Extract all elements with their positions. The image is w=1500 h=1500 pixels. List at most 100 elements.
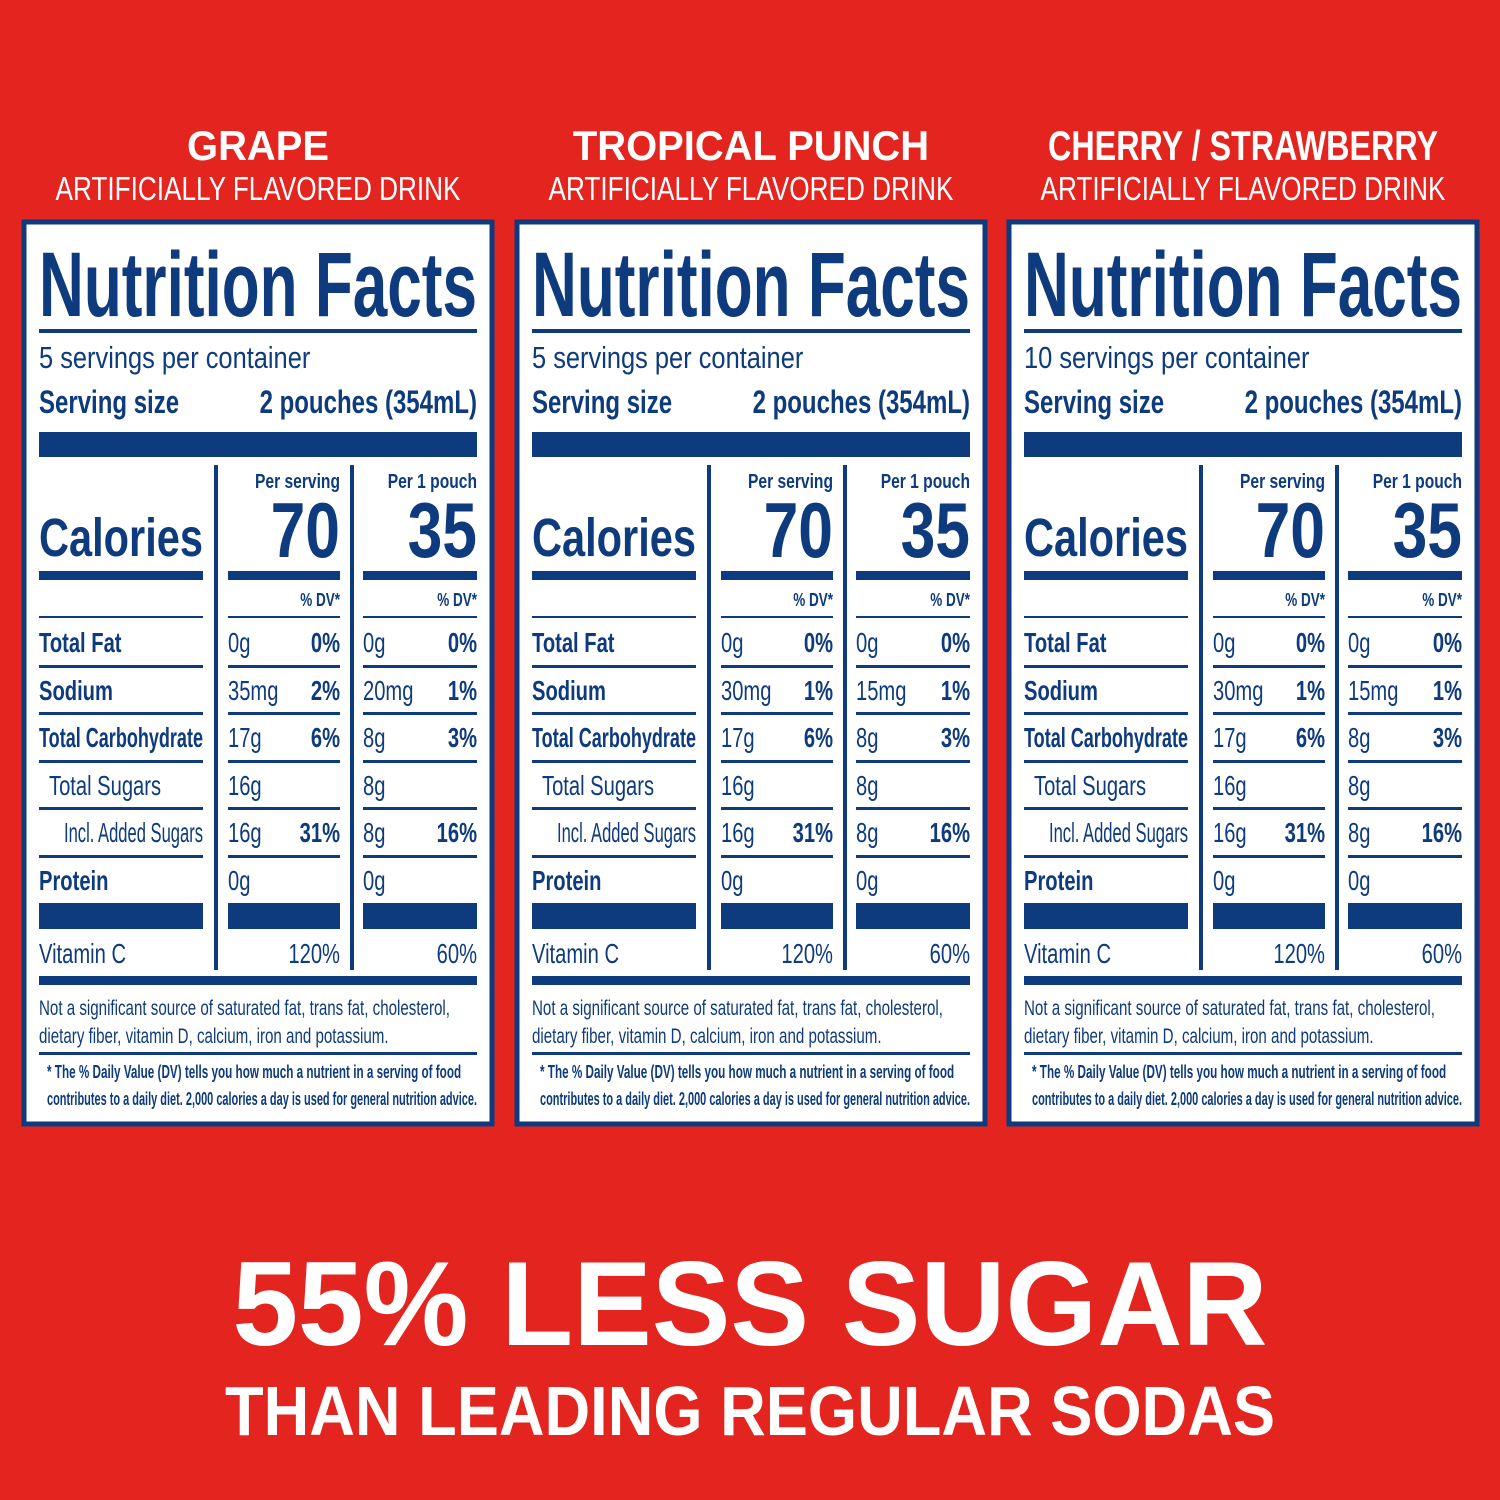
serving-size: 2 pouches (354mL) xyxy=(1245,384,1462,420)
daily-value: 1% xyxy=(941,675,970,706)
flavor-subtitle: ARTIFICIALLY FLAVORED DRINK xyxy=(1041,170,1446,207)
amount: 16g xyxy=(721,770,755,801)
column-header: Per serving xyxy=(1240,471,1325,493)
daily-value: 0% xyxy=(448,627,477,658)
rule xyxy=(1213,665,1325,668)
amount: 8g xyxy=(1348,722,1370,753)
thick-rule xyxy=(532,432,970,457)
amount: 17g xyxy=(1213,722,1247,753)
headline: 55% LESS SUGAR xyxy=(233,1237,1268,1371)
thick-rule xyxy=(532,976,970,985)
rule xyxy=(532,855,696,858)
amount: 17g xyxy=(228,722,262,753)
amount: 0g xyxy=(1213,627,1235,658)
note: Not a significant source of saturated fa… xyxy=(532,997,943,1020)
daily-value: 60% xyxy=(930,938,970,969)
note: dietary fiber, vitamin D, calcium, iron … xyxy=(1024,1025,1374,1048)
servings: 5 servings per container xyxy=(532,340,803,375)
thick-rule xyxy=(1024,571,1188,580)
daily-value: 6% xyxy=(311,722,340,753)
column-header: Per 1 pouch xyxy=(1373,471,1462,493)
serving-size-label: Serving size xyxy=(1024,384,1164,420)
rule xyxy=(39,807,203,810)
daily-value: 120% xyxy=(1273,938,1325,969)
daily-value: 2% xyxy=(311,675,340,706)
rule xyxy=(39,712,203,715)
flavor-subtitle: ARTIFICIALLY FLAVORED DRINK xyxy=(549,170,954,207)
serving-size: 2 pouches (354mL) xyxy=(753,384,970,420)
amount: 8g xyxy=(363,770,385,801)
rule xyxy=(363,760,477,763)
calories-label: Calories xyxy=(39,508,203,568)
rule xyxy=(856,855,970,858)
daily-value: 16% xyxy=(930,817,970,848)
rule xyxy=(1348,616,1462,618)
thick-rule xyxy=(39,571,203,580)
amount: 30mg xyxy=(721,675,771,706)
nutrient-name: Total Sugars xyxy=(1034,770,1146,801)
daily-value: 0% xyxy=(804,627,833,658)
flavor-subtitle: ARTIFICIALLY FLAVORED DRINK xyxy=(56,170,461,207)
calories-value: 70 xyxy=(271,486,340,574)
calories-value: 70 xyxy=(764,486,833,574)
amount: 0g xyxy=(363,627,385,658)
thick-rule xyxy=(1213,571,1325,580)
amount: 20mg xyxy=(363,675,413,706)
amount: 8g xyxy=(363,817,385,848)
daily-value: 1% xyxy=(448,675,477,706)
rule xyxy=(363,616,477,618)
rule xyxy=(228,855,340,858)
flavor: CHERRY / STRAWBERRY xyxy=(1048,122,1438,169)
daily-value: 60% xyxy=(437,938,477,969)
flavor: GRAPE xyxy=(187,122,329,169)
serving-size: 2 pouches (354mL) xyxy=(260,384,477,420)
amount: 16g xyxy=(721,817,755,848)
rule xyxy=(721,616,833,618)
rule xyxy=(228,712,340,715)
daily-value: 3% xyxy=(941,722,970,753)
amount: 0g xyxy=(1213,865,1235,896)
rule xyxy=(39,855,203,858)
rule xyxy=(1024,1052,1462,1055)
note: Not a significant source of saturated fa… xyxy=(39,997,450,1020)
rule xyxy=(856,712,970,715)
daily-value: 120% xyxy=(781,938,833,969)
rule xyxy=(532,807,696,810)
amount: 8g xyxy=(856,722,878,753)
calories-value: 70 xyxy=(1256,486,1325,574)
rule xyxy=(1348,712,1462,715)
rule xyxy=(363,712,477,715)
daily-value: 3% xyxy=(448,722,477,753)
thick-rule xyxy=(1348,903,1462,929)
daily-value: 16% xyxy=(437,817,477,848)
amount: 0g xyxy=(228,865,250,896)
amount: 16g xyxy=(1213,770,1247,801)
amount: 30mg xyxy=(1213,675,1263,706)
amount: 0g xyxy=(856,627,878,658)
rule xyxy=(532,712,696,715)
column-divider xyxy=(707,465,711,970)
amount: 15mg xyxy=(856,675,906,706)
rule xyxy=(1213,807,1325,810)
daily-value: 0% xyxy=(941,627,970,658)
rule xyxy=(1348,807,1462,810)
thick-rule xyxy=(856,903,970,929)
rule xyxy=(228,665,340,668)
thick-rule xyxy=(39,432,477,457)
amount: 0g xyxy=(856,865,878,896)
nutrient-name: Total Carbohydrate xyxy=(39,722,203,753)
column-header: Per 1 pouch xyxy=(881,471,970,493)
daily-value: 120% xyxy=(288,938,340,969)
dv-header: % DV* xyxy=(437,590,477,610)
nutrient-name: Total Sugars xyxy=(49,770,161,801)
flavor: TROPICAL PUNCH xyxy=(573,122,929,169)
panel-title: Nutrition Facts xyxy=(1024,234,1462,336)
calories-label: Calories xyxy=(532,508,696,568)
rule xyxy=(1024,616,1188,618)
daily-value: 1% xyxy=(1433,675,1462,706)
panel xyxy=(21,219,495,1127)
subheadline: THAN LEADING REGULAR SODAS xyxy=(225,1372,1275,1450)
amount: 0g xyxy=(721,865,743,896)
calories-value: 35 xyxy=(1393,486,1462,574)
thick-rule xyxy=(532,571,696,580)
